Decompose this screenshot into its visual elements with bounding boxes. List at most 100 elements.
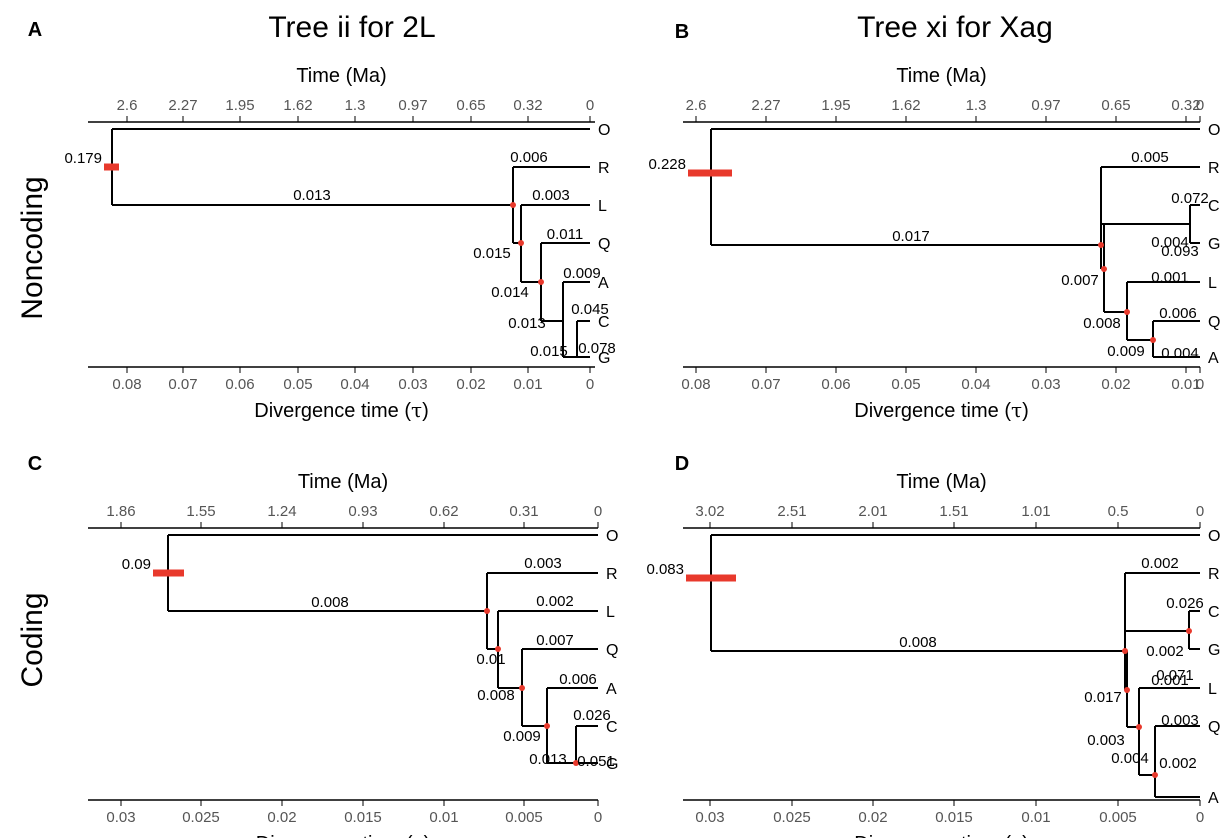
root-time-label: 0.228 xyxy=(648,156,686,173)
top-tick-label: 1.3 xyxy=(966,97,987,114)
bottom-axis-title: Divergence time (τ) xyxy=(254,398,428,422)
bottom-tick-label: 0 xyxy=(1196,376,1204,393)
tip-label-r: R xyxy=(1208,566,1220,583)
tip-label-c: C xyxy=(598,314,610,331)
top-tick-label: 0.97 xyxy=(398,97,427,114)
edge-length-label: 0.004 xyxy=(1151,234,1189,251)
edge-length-label: 0.006 xyxy=(1159,305,1197,322)
edge-length-label: 0.017 xyxy=(892,228,930,245)
top-tick-label: 1.86 xyxy=(106,503,135,520)
edge-length-label: 0.004 xyxy=(1111,750,1149,767)
tip-label-a: A xyxy=(606,681,617,698)
tip-label-q: Q xyxy=(1208,314,1220,331)
edge-length-label: 0.015 xyxy=(530,343,568,360)
edge-length-label: 0.002 xyxy=(536,593,574,610)
node-confidence-mark xyxy=(519,685,525,691)
top-tick-label: 1.95 xyxy=(821,97,850,114)
root-time-label: 0.09 xyxy=(122,556,151,573)
node-confidence-mark xyxy=(538,279,544,285)
axis-title-paren: ) xyxy=(424,833,431,838)
top-tick-label: 2.01 xyxy=(858,503,887,520)
top-tick-label: 1.3 xyxy=(345,97,366,114)
panel-letter: C xyxy=(28,453,42,475)
edge-length-label: 0.005 xyxy=(1131,149,1169,166)
bottom-axis-title: Divergence time (τ) xyxy=(256,831,430,838)
bottom-tick-label: 0.07 xyxy=(751,376,780,393)
edge-length-label: 0.014 xyxy=(491,284,529,301)
bottom-tick-label: 0.05 xyxy=(283,376,312,393)
bottom-tick-label: 0.025 xyxy=(773,809,811,826)
top-tick-label: 0.62 xyxy=(429,503,458,520)
top-tick-label: 1.01 xyxy=(1021,503,1050,520)
top-tick-label: 0 xyxy=(586,97,594,114)
top-axis-title: Time (Ma) xyxy=(298,471,388,493)
tip-label-g: G xyxy=(1208,642,1220,659)
tip-label-r: R xyxy=(606,566,618,583)
top-tick-label: 0.32 xyxy=(513,97,542,114)
edge-length-label: 0.001 xyxy=(1151,672,1189,689)
edge-length-label: 0.013 xyxy=(508,315,546,332)
tree-branches xyxy=(111,128,590,358)
bottom-tick-label: 0.02 xyxy=(456,376,485,393)
bottom-axis-title: Divergence time (τ) xyxy=(854,831,1028,838)
top-axis-title: Time (Ma) xyxy=(896,65,986,87)
node-confidence-mark xyxy=(573,760,579,766)
tree-branches xyxy=(710,128,1200,358)
node-confidence-mark xyxy=(1122,648,1128,654)
edge-length-label: 0.008 xyxy=(477,687,515,704)
tip-label-q: Q xyxy=(606,642,618,659)
tree-panel-b: B Time (Ma) Divergence time (τ) 2.6 0.08 2.27… xyxy=(648,21,1220,422)
tree-panel-c: C Time (Ma) Divergence time (τ) 1.86 0.03 1.5… xyxy=(28,453,619,838)
edge-length-label: 0.003 xyxy=(1161,712,1199,729)
edge-length-label: 0.01 xyxy=(476,651,505,668)
top-tick-label: 1.55 xyxy=(186,503,215,520)
edge-length-label: 0.071 xyxy=(1156,667,1194,684)
tip-label-g: G xyxy=(598,350,610,367)
bottom-tick-label: 0.03 xyxy=(695,809,724,826)
node-confidence-mark xyxy=(1101,266,1107,272)
axis-title-text: Divergence time ( xyxy=(256,833,413,838)
edge-length-label: 0.002 xyxy=(1141,555,1179,572)
tip-label-o: O xyxy=(598,122,610,139)
panel-letter: A xyxy=(28,19,42,41)
bottom-tick-label: 0.01 xyxy=(429,809,458,826)
tip-label-r: R xyxy=(598,160,610,177)
bottom-tick-label: 0.02 xyxy=(858,809,887,826)
node-confidence-mark xyxy=(1186,628,1192,634)
tip-label-c: C xyxy=(606,719,618,736)
node-confidence-mark xyxy=(1152,772,1158,778)
tip-label-q: Q xyxy=(1208,719,1220,736)
column-title-right: Tree xi for Xag xyxy=(857,11,1053,44)
bottom-tick-label: 0.01 xyxy=(513,376,542,393)
tip-label-a: A xyxy=(1208,350,1219,367)
tip-label-a: A xyxy=(1208,790,1219,807)
node-confidence-mark xyxy=(1098,242,1104,248)
edge-length-label: 0.051 xyxy=(577,753,615,770)
bottom-tick-label: 0.03 xyxy=(1031,376,1060,393)
node-confidence-mark xyxy=(518,240,524,246)
bottom-tick-label: 0.02 xyxy=(1101,376,1130,393)
tip-label-o: O xyxy=(1208,528,1220,545)
bottom-tick-label: 0.005 xyxy=(505,809,543,826)
edge-length-label: 0.009 xyxy=(1107,343,1145,360)
edge-length-label: 0.008 xyxy=(899,634,937,651)
edge-length-label: 0.001 xyxy=(1151,269,1189,286)
top-tick-label: 0 xyxy=(594,503,602,520)
top-tick-label: 1.62 xyxy=(283,97,312,114)
top-tick-label: 2.51 xyxy=(777,503,806,520)
node-confidence-mark xyxy=(484,608,490,614)
tree-panel-a: A Time (Ma) Divergence time (τ) 2.6 0.08 2.27… xyxy=(28,19,616,422)
edge-length-label: 0.078 xyxy=(578,340,616,357)
bottom-tick-label: 0.06 xyxy=(225,376,254,393)
bottom-tick-label: 0.08 xyxy=(681,376,710,393)
tip-label-l: L xyxy=(598,198,607,215)
edge-length-label: 0.002 xyxy=(1146,643,1184,660)
axis-title-text: Divergence time ( xyxy=(254,400,411,422)
top-tick-label: 0.93 xyxy=(348,503,377,520)
bottom-tick-label: 0 xyxy=(594,809,602,826)
bottom-tick-label: 0.015 xyxy=(344,809,382,826)
node-confidence-mark xyxy=(1150,337,1156,343)
edge-length-label: 0.093 xyxy=(1161,243,1199,260)
